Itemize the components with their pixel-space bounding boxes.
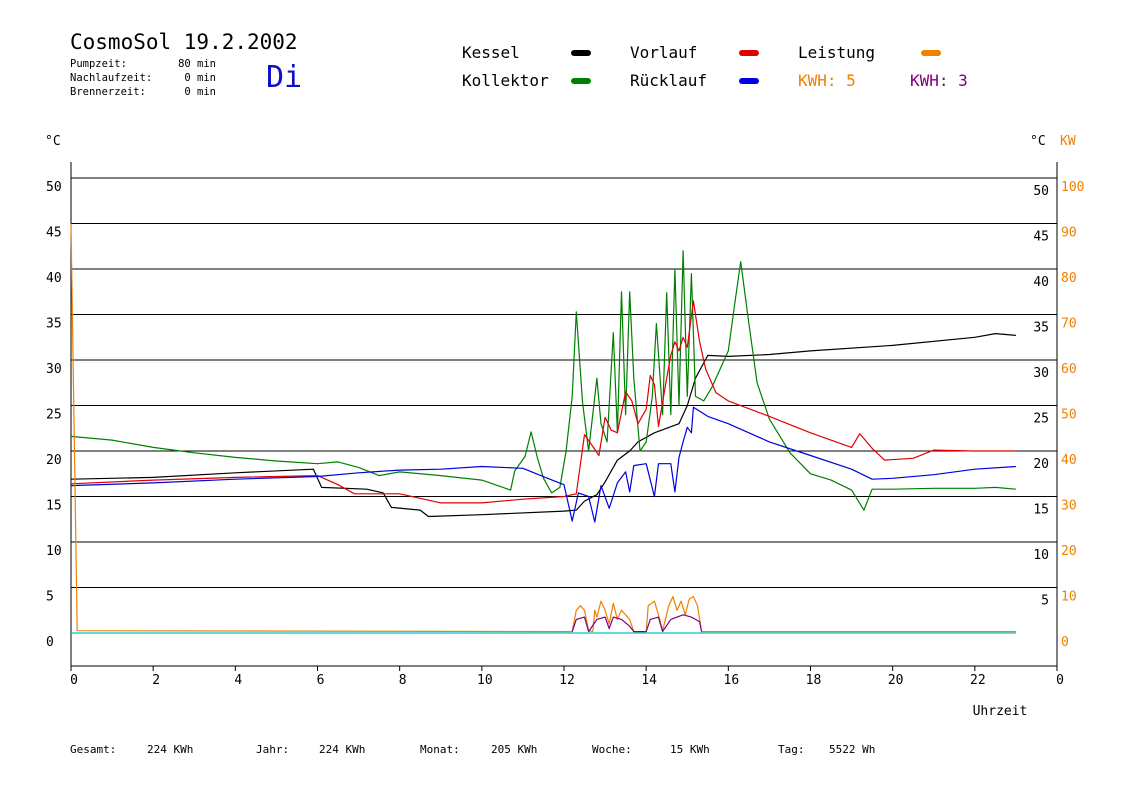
weekday-label: Di [266,60,303,95]
y-tick-right-40: 40 [1033,275,1049,290]
footer-woche-value: 15 KWh [670,743,710,756]
x-tick-3: 6 [317,673,325,688]
y-axis-unit-power: KW [1060,134,1076,149]
x-tick-6: 12 [559,673,575,688]
y-tick-left-40: 40 [46,271,62,286]
y-tick-left-15: 15 [46,499,62,514]
footer-monat-value: 205 KWh [491,743,538,756]
footer-gesamt-value: 224 KWh [147,743,194,756]
series-line-kwh [571,614,703,633]
y-tick-power-100: 100 [1061,180,1084,195]
y-tick-power-40: 40 [1061,453,1077,468]
stat-value-pumpzeit: 80 min [178,58,216,70]
series-line-vorlauf [70,300,1016,504]
series-line-leistung [70,223,1016,633]
footer-tag-value: 5522 Wh [829,743,876,756]
legend-label-vorlauf: Vorlauf [630,43,698,62]
series-line-kollektor [70,250,1016,511]
y-tick-left-35: 35 [46,317,62,332]
y-tick-power-10: 10 [1061,590,1077,605]
y-tick-power-60: 60 [1061,362,1077,377]
legend-kwh-secondary: KWH: 3 [910,71,968,90]
x-tick-2: 4 [234,673,242,688]
x-tick-5: 10 [477,673,493,688]
legend-label-leistung: Leistung [798,43,876,62]
y-tick-right-20: 20 [1033,457,1049,472]
footer-gesamt-label: Gesamt: [70,743,117,756]
legend-swatch-ruecklauf [739,78,759,84]
y-tick-power-90: 90 [1061,226,1077,241]
stat-label-pumpzeit: Pumpzeit: [70,58,127,70]
legend-label-kollektor: Kollektor [462,71,549,90]
x-tick-11: 22 [970,673,986,688]
footer-tag-label: Tag: [778,743,805,756]
x-tick-8: 16 [724,673,740,688]
stat-label-brennerzeit: Brennerzeit: [70,86,146,98]
y-tick-left-20: 20 [46,453,62,468]
y-tick-power-30: 30 [1061,499,1077,514]
x-tick-1: 2 [152,673,160,688]
stat-value-nachlaufzeit: 0 min [184,72,216,84]
x-tick-7: 14 [641,673,657,688]
x-tick-4: 8 [399,673,407,688]
y-tick-right-25: 25 [1033,412,1049,427]
legend-swatch-kollektor [571,78,591,84]
stat-label-nachlaufzeit: Nachlaufzeit: [70,72,153,84]
y-tick-right-10: 10 [1033,548,1049,563]
legend-label-kessel: Kessel [462,43,520,62]
y-tick-right-30: 30 [1033,366,1049,381]
legend-swatch-kessel [571,50,591,56]
x-axis-label: Uhrzeit [973,704,1028,719]
legend-label-ruecklauf: Rücklauf [630,71,708,90]
y-tick-right-45: 45 [1033,230,1049,245]
y-axis-unit-right: °C [1030,134,1046,149]
chart-title: CosmoSol 19.2.2002 [70,30,298,54]
x-tick-10: 20 [888,673,904,688]
legend-swatch-vorlauf [739,50,759,56]
footer-jahr-label: Jahr: [256,743,290,756]
y-tick-left-50: 50 [46,180,62,195]
y-tick-right-15: 15 [1033,503,1049,518]
y-tick-left-45: 45 [46,226,62,241]
footer-monat-label: Monat: [420,743,460,756]
y-tick-left-0: 0 [46,635,54,650]
legend-swatch-leistung [921,50,941,56]
y-tick-right-35: 35 [1033,321,1049,336]
y-tick-left-10: 10 [46,544,62,559]
y-tick-left-5: 5 [46,590,54,605]
y-tick-power-80: 80 [1061,271,1077,286]
series-line-r-cklauf [70,406,1016,523]
legend-kwh-leistung: KWH: 5 [798,71,856,90]
y-tick-power-0: 0 [1061,635,1069,650]
y-tick-power-50: 50 [1061,408,1077,423]
series-line-kessel [70,333,1016,518]
y-tick-right-50: 50 [1033,184,1049,199]
x-tick-0: 0 [70,673,78,688]
footer-woche-label: Woche: [592,743,632,756]
y-tick-power-70: 70 [1061,317,1077,332]
y-axis-unit-left: °C [45,134,61,149]
y-tick-power-20: 20 [1061,544,1077,559]
footer-jahr-value: 224 KWh [319,743,366,756]
y-tick-left-30: 30 [46,362,62,377]
x-tick-12: 0 [1056,673,1064,688]
y-tick-right-5: 5 [1041,594,1049,609]
stat-value-brennerzeit: 0 min [184,86,216,98]
x-tick-9: 18 [806,673,822,688]
y-tick-left-25: 25 [46,408,62,423]
